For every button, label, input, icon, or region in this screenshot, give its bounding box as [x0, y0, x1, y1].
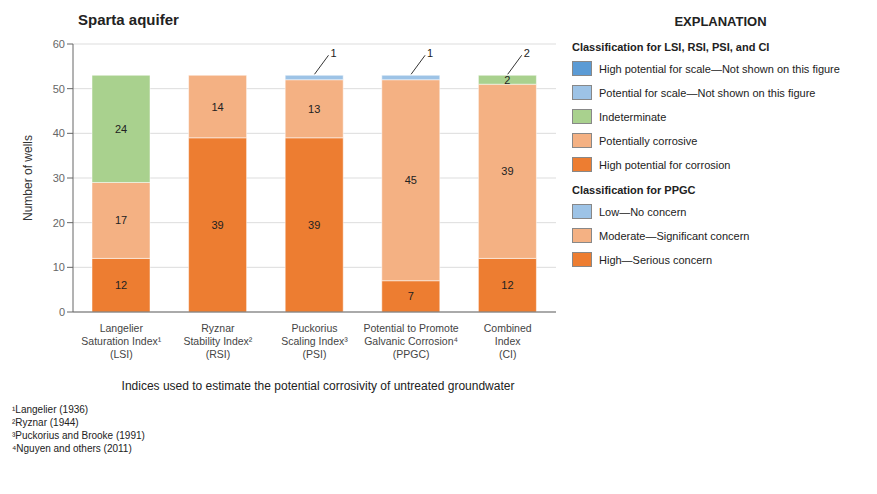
svg-text:12: 12: [501, 279, 513, 291]
html-text:High—Serious concern: High—Serious concern: [599, 253, 713, 266]
svg-text:39: 39: [308, 219, 320, 231]
svg-text:50: 50: [53, 83, 65, 95]
svg-text:17: 17: [115, 214, 127, 226]
svg-text:45: 45: [405, 174, 417, 186]
svg-text:40: 40: [53, 127, 65, 139]
svg-text:Potential to PromoteGalvanic C: Potential to PromoteGalvanic Corrosion⁴(…: [364, 322, 459, 360]
svg-text:20: 20: [53, 217, 65, 229]
svg-text:RyznarStability Index²(RSI): RyznarStability Index²(RSI): [183, 322, 252, 360]
svg-text:1: 1: [427, 47, 433, 59]
svg-text:LangelierSaturation Index¹(LSI: LangelierSaturation Index¹(LSI): [81, 322, 161, 360]
html-text:EXPLANATION: EXPLANATION: [674, 14, 767, 29]
html-text:Indeterminate: Indeterminate: [599, 110, 667, 123]
svg-text:24: 24: [115, 123, 127, 135]
html-text:⁴Nguyen and others (2011): ⁴Nguyen and others (2011): [12, 443, 132, 454]
html-text:Low—No concern: Low—No concern: [599, 205, 687, 218]
svg-text:2: 2: [524, 47, 530, 59]
svg-text:10: 10: [53, 261, 65, 273]
html-text:High potential for corrosion: High potential for corrosion: [599, 158, 731, 171]
html-text:Indices used to estimate the p: Indices used to estimate the potential c…: [121, 379, 515, 393]
svg-text:39: 39: [501, 165, 513, 177]
html-text:²Ryznar (1944): ²Ryznar (1944): [12, 417, 79, 428]
html-text:Classification for LSI, RSI, P: Classification for LSI, RSI, PSI, and CI: [572, 41, 770, 53]
html-text:Moderate—Significant concern: Moderate—Significant concern: [599, 229, 750, 242]
svg-text:0: 0: [59, 306, 65, 318]
html-text:High potential for scale—Not s: High potential for scale—Not shown on th…: [599, 62, 840, 75]
html-text:Potentially corrosive: Potentially corrosive: [599, 134, 698, 147]
html-text:³Puckorius and Brooke (1991): ³Puckorius and Brooke (1991): [12, 430, 145, 441]
svg-text:13: 13: [308, 103, 320, 115]
html-text:Sparta aquifer: Sparta aquifer: [78, 11, 179, 28]
svg-text:12: 12: [115, 279, 127, 291]
svg-text:PuckoriusScaling Index³(PSI): PuckoriusScaling Index³(PSI): [281, 322, 348, 360]
svg-text:14: 14: [211, 101, 223, 113]
html-text:¹Langelier (1936): ¹Langelier (1936): [12, 404, 89, 415]
svg-text:Number of wells: Number of wells: [21, 135, 35, 221]
svg-text:CombinedIndex(CI): CombinedIndex(CI): [484, 322, 532, 360]
svg-text:30: 30: [53, 172, 65, 184]
html-text:Potential for scale—Not shown: Potential for scale—Not shown on this fi…: [599, 86, 816, 99]
svg-text:7: 7: [408, 290, 414, 302]
svg-text:60: 60: [53, 38, 65, 50]
svg-text:1: 1: [331, 47, 337, 59]
html-text:Classification for PPGC: Classification for PPGC: [572, 184, 696, 196]
svg-text:2: 2: [504, 74, 510, 86]
svg-text:39: 39: [211, 219, 223, 231]
